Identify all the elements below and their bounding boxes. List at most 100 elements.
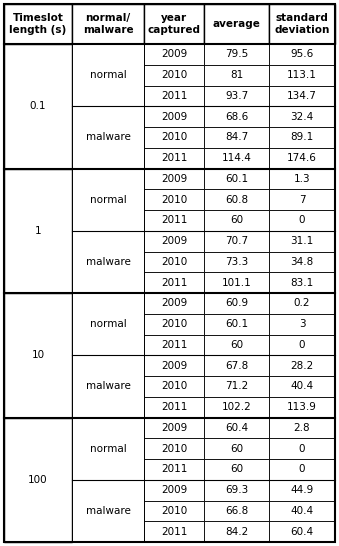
Bar (72, 4, 144, 44)
Text: 81: 81 (230, 70, 243, 80)
Bar (204, 355, 269, 376)
Bar (204, 127, 269, 148)
Bar (144, 501, 204, 521)
Text: 2010: 2010 (161, 319, 187, 329)
Text: 0: 0 (299, 340, 305, 350)
Bar (269, 501, 335, 521)
Text: 0.2: 0.2 (294, 298, 310, 308)
Text: normal: normal (89, 319, 126, 329)
Text: 2009: 2009 (161, 360, 187, 371)
Bar (144, 189, 204, 210)
Text: 134.7: 134.7 (287, 91, 317, 101)
Text: 101.1: 101.1 (222, 277, 252, 288)
Bar (72, 169, 144, 231)
Bar (144, 169, 204, 189)
Bar (4, 293, 72, 418)
Bar (72, 231, 144, 293)
Text: 60.4: 60.4 (291, 527, 314, 537)
Text: 2009: 2009 (161, 236, 187, 246)
Text: 113.9: 113.9 (287, 402, 317, 412)
Text: 84.7: 84.7 (225, 132, 248, 143)
Bar (144, 355, 204, 376)
Bar (269, 231, 335, 252)
Text: 0: 0 (299, 215, 305, 225)
Bar (144, 148, 204, 169)
Text: 113.1: 113.1 (287, 70, 317, 80)
Text: 67.8: 67.8 (225, 360, 248, 371)
Bar (72, 106, 144, 169)
Bar (144, 459, 204, 480)
Bar (269, 106, 335, 127)
Text: 2010: 2010 (161, 381, 187, 391)
Bar (269, 521, 335, 542)
Text: 70.7: 70.7 (225, 236, 248, 246)
Bar (269, 148, 335, 169)
Text: normal: normal (89, 194, 126, 205)
Bar (144, 65, 204, 86)
Text: 28.2: 28.2 (291, 360, 314, 371)
Text: 2009: 2009 (161, 423, 187, 433)
Bar (72, 480, 144, 542)
Text: 2011: 2011 (161, 153, 187, 163)
Text: 1: 1 (35, 225, 41, 236)
Text: 60: 60 (230, 465, 243, 474)
Bar (204, 314, 269, 335)
Bar (269, 252, 335, 272)
Bar (144, 86, 204, 106)
Text: 2009: 2009 (161, 485, 187, 495)
Bar (204, 169, 269, 189)
Bar (204, 293, 269, 314)
Text: 60.9: 60.9 (225, 298, 248, 308)
Text: 73.3: 73.3 (225, 257, 248, 267)
Bar (72, 355, 144, 418)
Text: 89.1: 89.1 (291, 132, 314, 143)
Bar (72, 418, 144, 480)
Text: 2.8: 2.8 (294, 423, 310, 433)
Bar (204, 252, 269, 272)
Text: 2010: 2010 (161, 443, 187, 454)
Text: 40.4: 40.4 (291, 506, 314, 516)
Bar (204, 272, 269, 293)
Text: normal: normal (89, 70, 126, 80)
Text: 1.3: 1.3 (294, 174, 310, 184)
Text: 60.1: 60.1 (225, 174, 248, 184)
Bar (269, 459, 335, 480)
Text: 0: 0 (299, 443, 305, 454)
Text: normal/
malware: normal/ malware (83, 13, 133, 35)
Bar (204, 231, 269, 252)
Text: 66.8: 66.8 (225, 506, 248, 516)
Bar (204, 65, 269, 86)
Text: malware: malware (85, 132, 131, 143)
Text: 10: 10 (32, 350, 44, 360)
Text: 2011: 2011 (161, 465, 187, 474)
Bar (4, 44, 72, 169)
Text: 2010: 2010 (161, 257, 187, 267)
Bar (204, 521, 269, 542)
Text: 2009: 2009 (161, 298, 187, 308)
Bar (204, 438, 269, 459)
Bar (144, 418, 204, 438)
Text: 44.9: 44.9 (291, 485, 314, 495)
Bar (144, 438, 204, 459)
Bar (144, 44, 204, 65)
Text: 40.4: 40.4 (291, 381, 314, 391)
Text: 71.2: 71.2 (225, 381, 248, 391)
Text: 2011: 2011 (161, 277, 187, 288)
Text: 32.4: 32.4 (291, 111, 314, 122)
Text: Timeslot
length (s): Timeslot length (s) (9, 13, 67, 35)
Bar (144, 397, 204, 418)
Bar (144, 480, 204, 501)
Text: 7: 7 (299, 194, 305, 205)
Bar (269, 86, 335, 106)
Text: 2009: 2009 (161, 174, 187, 184)
Text: 2011: 2011 (161, 527, 187, 537)
Text: 2009: 2009 (161, 111, 187, 122)
Bar (204, 459, 269, 480)
Bar (269, 314, 335, 335)
Text: 100: 100 (28, 475, 48, 485)
Bar (269, 127, 335, 148)
Bar (204, 480, 269, 501)
Bar (144, 231, 204, 252)
Bar (144, 335, 204, 355)
Text: 93.7: 93.7 (225, 91, 248, 101)
